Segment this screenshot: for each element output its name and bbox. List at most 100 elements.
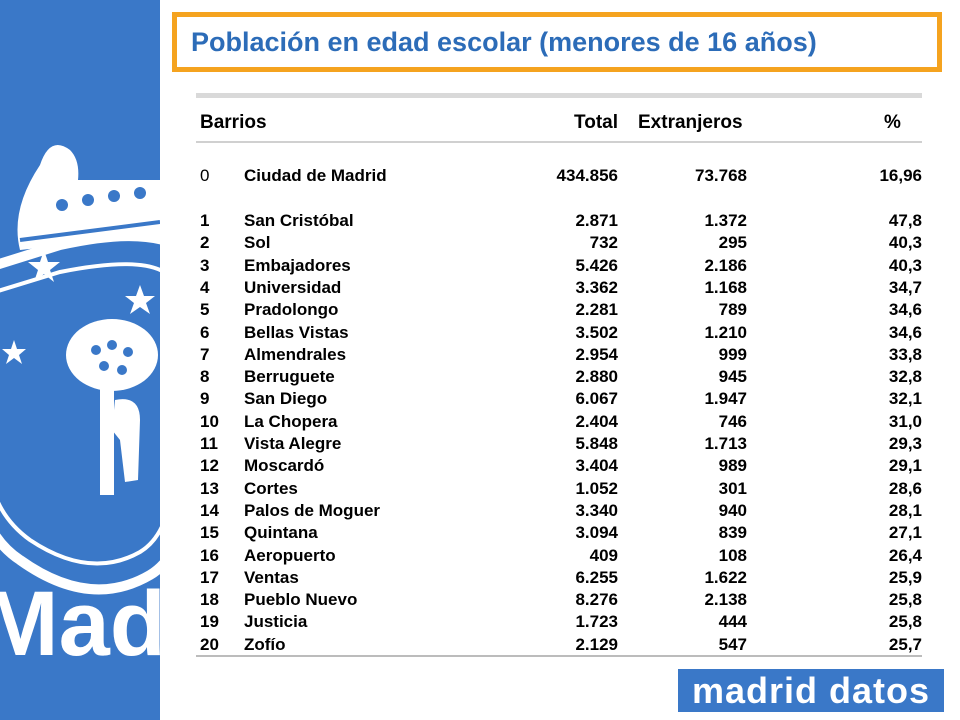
madrid-datos-logo: madrid datos [678, 669, 944, 712]
table-row: 18 Pueblo Nuevo 8.276 2.138 25,8 [0, 589, 960, 611]
row-percent: 31,0 [888, 411, 922, 431]
row-number: 3 [200, 255, 210, 275]
row-barrio-name: Pradolongo [244, 300, 339, 320]
table-row: 20 Zofío 2.129 547 25,7 [0, 634, 960, 656]
row-number: 14 [200, 500, 219, 520]
row-number: 7 [200, 344, 210, 364]
table-row: 4 Universidad 3.362 1.168 34,7 [0, 277, 960, 299]
row-total: 2.281 [575, 300, 618, 320]
row-total: 2.880 [575, 367, 618, 387]
row-extranjeros: 2.186 [704, 255, 747, 275]
row-total: 409 [589, 545, 618, 565]
table-row: 8 Berruguete 2.880 945 32,8 [0, 366, 960, 388]
row-total: 6.255 [575, 567, 618, 587]
row-barrio-name: Moscardó [244, 456, 325, 476]
row-extranjeros: 989 [718, 456, 747, 476]
summary-percent: 16,96 [879, 166, 922, 185]
row-extranjeros: 839 [718, 523, 747, 543]
table-top-rule [196, 93, 922, 98]
row-percent: 25,7 [888, 634, 922, 654]
title-frame: Población en edad escolar (menores de 16… [172, 12, 942, 72]
row-total: 1.723 [575, 612, 618, 632]
row-extranjeros: 295 [718, 233, 747, 253]
row-extranjeros: 945 [718, 367, 747, 387]
row-percent: 28,6 [888, 478, 922, 498]
row-percent: 34,6 [888, 322, 922, 342]
table-row: 14 Palos de Moguer 3.340 940 28,1 [0, 500, 960, 522]
summary-row: 0 Ciudad de Madrid 434.856 73.768 16,96 [0, 165, 960, 187]
row-percent: 34,6 [888, 300, 922, 320]
row-percent: 33,8 [888, 344, 922, 364]
table-row: 19 Justicia 1.723 444 25,8 [0, 611, 960, 633]
row-barrio-name: Zofío [244, 634, 286, 654]
row-extranjeros: 444 [718, 612, 747, 632]
row-number: 10 [200, 411, 219, 431]
row-number: 8 [200, 367, 210, 387]
row-total: 3.362 [575, 277, 618, 297]
sidebar-madrid-text: Madrid [0, 573, 160, 675]
row-total: 3.094 [575, 523, 618, 543]
table-header-rule [196, 141, 922, 143]
row-total: 732 [589, 233, 618, 253]
row-percent: 27,1 [888, 523, 922, 543]
row-barrio-name: Ventas [244, 567, 299, 587]
table-row: 10 La Chopera 2.404 746 31,0 [0, 411, 960, 433]
row-number: 16 [200, 545, 219, 565]
row-percent: 29,3 [888, 434, 922, 453]
logo-text: madrid datos [691, 669, 931, 711]
row-number: 6 [200, 322, 210, 342]
page-title: Población en edad escolar (menores de 16… [191, 26, 817, 57]
row-percent: 32,8 [888, 367, 922, 387]
row-extranjeros: 108 [718, 545, 747, 565]
row-barrio-name: Palos de Moguer [244, 500, 381, 520]
row-barrio-name: San Cristóbal [244, 211, 354, 230]
table-row: 6 Bellas Vistas 3.502 1.210 34,6 [0, 322, 960, 344]
row-total: 3.502 [575, 322, 618, 342]
row-total: 8.276 [575, 590, 618, 610]
sidebar-crest-panel: Madrid [0, 0, 160, 720]
table-row: 7 Almendrales 2.954 999 33,8 [0, 344, 960, 366]
row-extranjeros: 1.713 [704, 434, 747, 453]
row-barrio-name: Embajadores [244, 255, 351, 275]
row-percent: 25,8 [888, 590, 922, 610]
row-barrio-name: San Diego [244, 389, 328, 409]
summary-name: Ciudad de Madrid [244, 166, 387, 185]
row-number: 17 [200, 567, 219, 587]
row-total: 5.848 [575, 434, 618, 453]
table-row: 15 Quintana 3.094 839 27,1 [0, 522, 960, 544]
row-total: 3.404 [575, 456, 618, 476]
row-extranjeros: 1.622 [704, 567, 747, 587]
header-barrios: Barrios [200, 112, 267, 133]
row-total: 2.129 [575, 634, 618, 654]
summary-extranjeros: 73.768 [695, 166, 747, 185]
row-number: 20 [200, 634, 219, 654]
row-barrio-name: Cortes [244, 478, 298, 498]
header-total: Total [574, 112, 618, 133]
header-extranjeros: Extranjeros [638, 112, 743, 133]
row-percent: 34,7 [888, 277, 922, 297]
table-row: 5 Pradolongo 2.281 789 34,6 [0, 299, 960, 321]
table-row: 9 San Diego 6.067 1.947 32,1 [0, 388, 960, 410]
row-number: 9 [200, 389, 210, 409]
row-number: 18 [200, 590, 219, 610]
row-percent: 28,1 [888, 500, 922, 520]
row-barrio-name: Universidad [244, 277, 342, 297]
row-percent: 26,4 [888, 545, 922, 565]
row-number: 12 [200, 456, 219, 476]
row-extranjeros: 301 [718, 478, 747, 498]
row-number: 11 [200, 434, 218, 453]
row-barrio-name: Aeropuerto [244, 545, 336, 565]
row-barrio-name: Sol [244, 233, 271, 253]
row-number: 1 [200, 211, 210, 230]
row-percent: 40,3 [888, 255, 922, 275]
row-percent: 25,9 [888, 567, 922, 587]
row-percent: 32,1 [888, 389, 922, 409]
row-percent: 47,8 [888, 211, 922, 230]
row-extranjeros: 1.947 [704, 389, 747, 409]
row-total: 1.052 [575, 478, 618, 498]
row-extranjeros: 746 [718, 411, 747, 431]
row-number: 4 [200, 277, 210, 297]
madrid-coat-of-arms-icon: Madrid [0, 145, 160, 675]
row-number: 19 [200, 612, 219, 632]
row-extranjeros: 999 [718, 344, 747, 364]
